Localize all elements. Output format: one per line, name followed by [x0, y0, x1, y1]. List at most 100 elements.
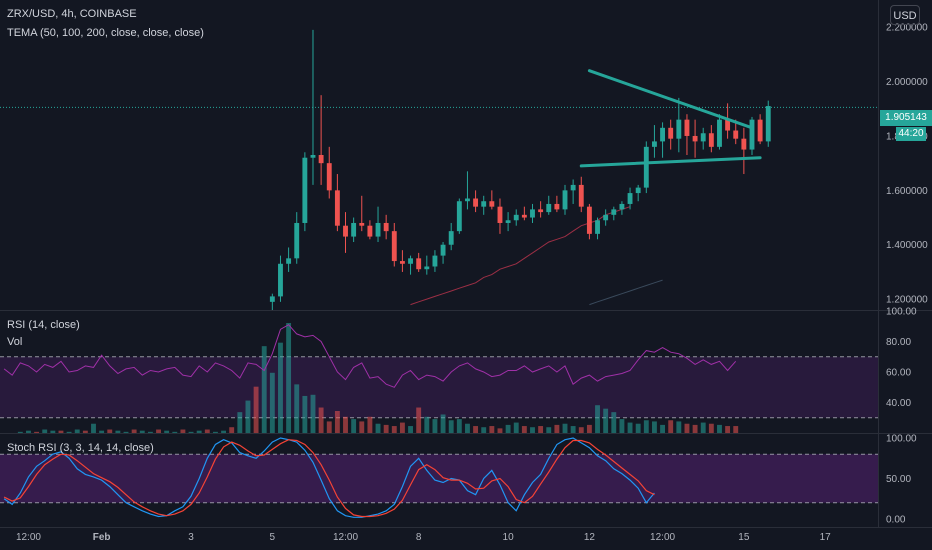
- volume-bar: [58, 430, 64, 433]
- volume-bar: [180, 429, 186, 433]
- volume-bar: [456, 419, 462, 433]
- rsi-legend[interactable]: RSI (14, close): [7, 319, 80, 331]
- volume-bar: [383, 424, 389, 433]
- volume-bar: [50, 430, 56, 433]
- volume-bar: [278, 342, 283, 433]
- time-tick-label: 12: [584, 532, 596, 543]
- candle: [708, 133, 714, 147]
- symbol-legend[interactable]: ZRX/USD, 4h, COINBASE: [7, 8, 137, 20]
- candle: [294, 222, 300, 259]
- volume-bar: [521, 426, 527, 433]
- candle: [465, 198, 470, 202]
- currency-button[interactable]: USD: [890, 5, 920, 25]
- candle: [310, 155, 316, 158]
- volume-bar: [302, 395, 308, 433]
- candle: [351, 222, 357, 237]
- candle: [725, 119, 731, 131]
- time-tick-label: 8: [416, 532, 422, 543]
- trendline: [579, 156, 762, 168]
- stoch-tick-label: 100.00: [886, 434, 917, 445]
- volume-bar: [221, 430, 227, 433]
- volume-bar: [172, 431, 178, 433]
- stoch-tick-label: 50.00: [886, 474, 911, 485]
- candle: [570, 184, 576, 191]
- volume-bar: [351, 419, 357, 433]
- candle: [521, 214, 527, 218]
- volume-bar: [538, 426, 544, 433]
- price-tick-label: 2.200000: [886, 23, 928, 34]
- rsi-band: [0, 356, 878, 418]
- volume-bar: [440, 414, 446, 433]
- volume-bar: [269, 372, 275, 433]
- time-tick-label: 10: [503, 532, 515, 543]
- candle: [717, 119, 722, 147]
- volume-bar: [448, 420, 454, 433]
- candle: [326, 163, 332, 191]
- volume-bar: [562, 423, 568, 433]
- volume-bar: [473, 426, 479, 433]
- candle: [367, 225, 373, 237]
- candle: [660, 127, 666, 142]
- price-tick-label: 1.400000: [886, 240, 928, 251]
- time-tick-label: Feb: [93, 532, 111, 543]
- volume-bar: [489, 426, 495, 433]
- volume-bar: [635, 423, 641, 433]
- candle: [302, 157, 308, 223]
- candle: [611, 209, 617, 215]
- volume-bar: [164, 430, 170, 433]
- volume-bar: [123, 431, 129, 433]
- volume-bar: [367, 416, 373, 433]
- candle: [513, 214, 519, 221]
- candle: [440, 244, 446, 256]
- rsi-tick-label: 60.00: [886, 368, 911, 379]
- time-tick-label: 12:00: [16, 532, 41, 543]
- volume-bar: [237, 412, 243, 433]
- volume-bar: [212, 431, 218, 433]
- candle: [408, 258, 413, 264]
- volume-bar: [505, 424, 511, 433]
- volume-bar: [717, 424, 722, 433]
- volume-bar: [34, 431, 40, 433]
- tema-legend[interactable]: TEMA (50, 100, 200, close, close, close): [7, 27, 204, 39]
- stoch-k-line: [3, 437, 655, 518]
- candle: [530, 209, 535, 218]
- volume-bar: [310, 394, 316, 433]
- candle: [643, 146, 649, 188]
- volume-bar: [156, 429, 161, 433]
- volume-bar: [708, 423, 714, 433]
- time-tick-label: 5: [270, 532, 276, 543]
- time-tick-label: 15: [738, 532, 750, 543]
- stoch-tick-label: 0.00: [886, 514, 906, 525]
- time-tick-label: 12:00: [650, 532, 675, 543]
- candle: [692, 135, 698, 142]
- volume-bar: [26, 430, 31, 433]
- volume-bar: [725, 426, 731, 433]
- volume-bar: [131, 429, 137, 433]
- volume-bar: [107, 429, 113, 433]
- candle: [635, 187, 641, 194]
- volume-bar: [147, 431, 153, 433]
- volume-bar: [578, 427, 584, 433]
- candle: [399, 261, 405, 264]
- volume-bar: [651, 421, 657, 433]
- candle: [448, 231, 454, 245]
- volume-bar: [465, 423, 470, 433]
- candle: [619, 203, 625, 210]
- last-price-tag: 1.905143: [880, 110, 932, 126]
- candle: [359, 222, 365, 226]
- candle: [757, 119, 763, 142]
- volume-bar: [676, 421, 682, 433]
- volume-bar: [318, 407, 324, 433]
- candle: [383, 222, 389, 232]
- candle: [505, 220, 511, 223]
- volume-bar: [42, 429, 48, 433]
- stoch-rsi-legend[interactable]: Stoch RSI (3, 3, 14, 14, close): [7, 442, 154, 454]
- candle: [473, 198, 479, 207]
- volume-legend[interactable]: Vol: [7, 336, 23, 348]
- volume-bar: [530, 427, 535, 433]
- volume-bar: [196, 430, 202, 433]
- tema-line-slow: [589, 279, 663, 306]
- candle: [546, 203, 552, 213]
- volume-bar: [91, 423, 96, 433]
